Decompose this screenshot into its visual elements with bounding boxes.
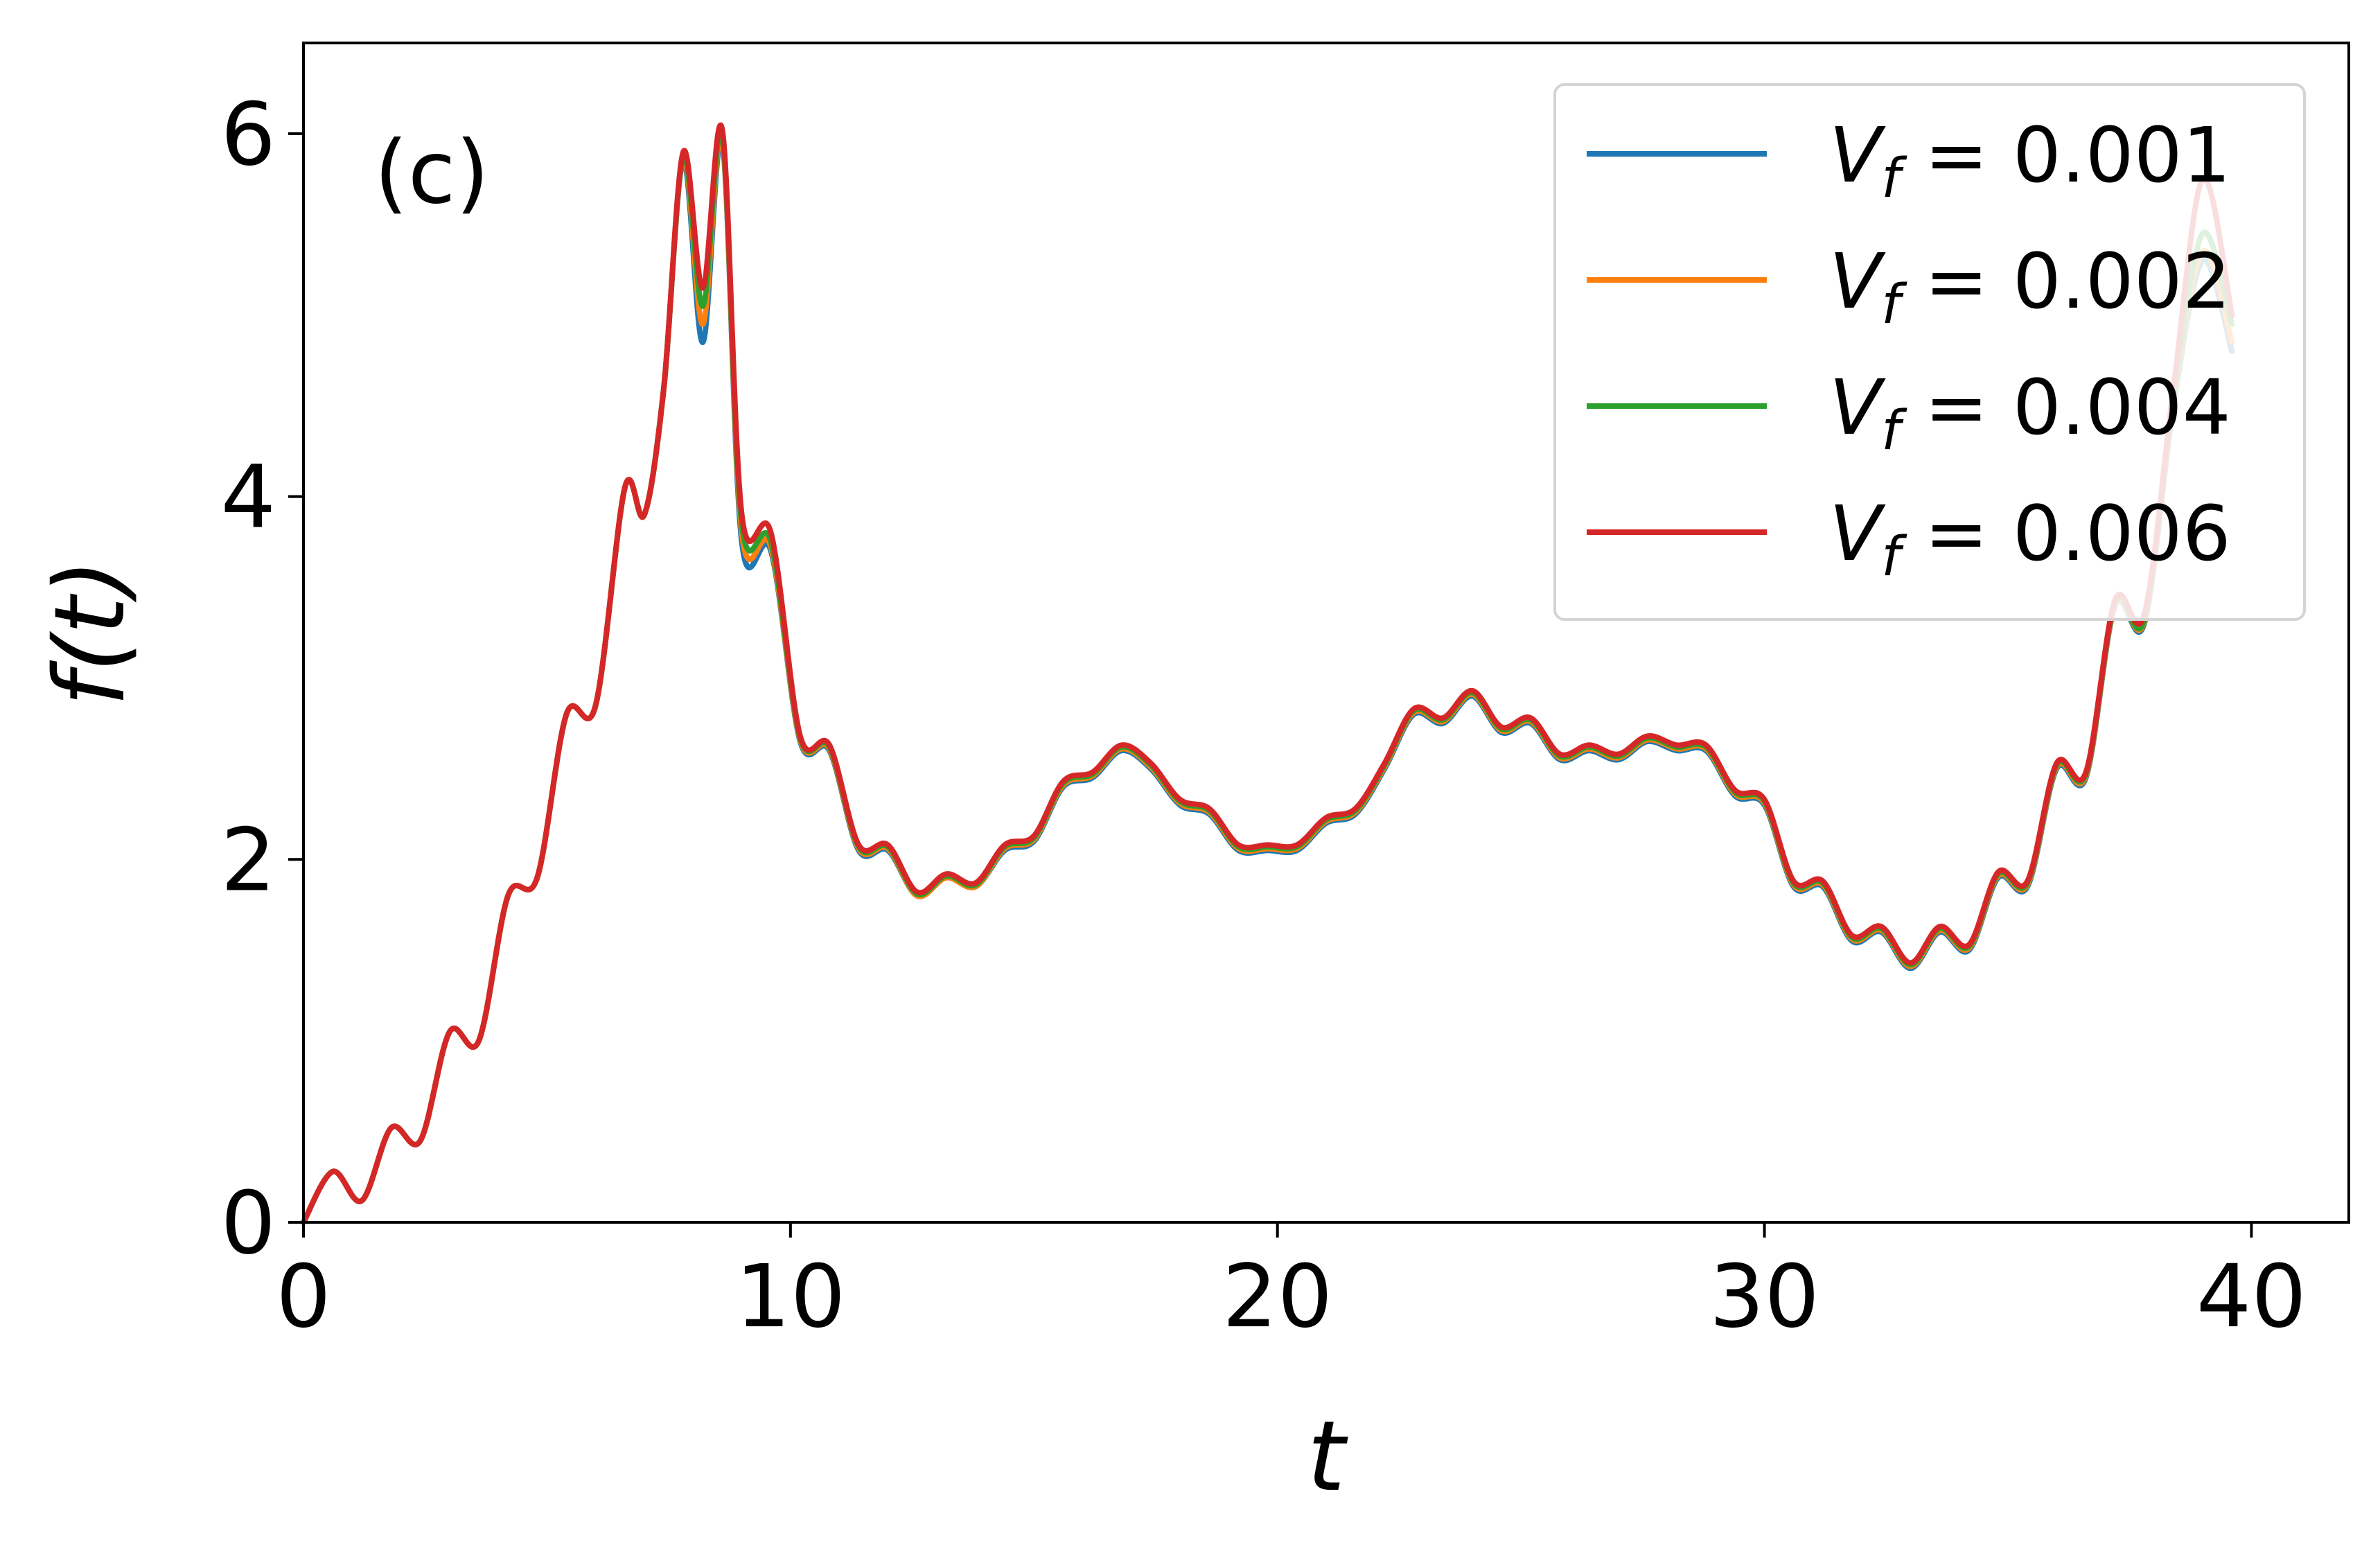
legend-entry-3: Vf = 0.004 xyxy=(1829,363,2231,462)
x-tick-label: 40 xyxy=(2196,1247,2307,1347)
y-tick-label: 0 xyxy=(220,1173,276,1274)
series-layer xyxy=(301,122,2235,1225)
plot-frame xyxy=(302,42,2350,1224)
x-axis-label: t xyxy=(1307,1400,1349,1513)
panel-label: (c) xyxy=(374,123,489,223)
legend-entry-2: Vf = 0.002 xyxy=(1829,237,2231,336)
y-axis-label: f(t) xyxy=(34,558,147,706)
legend-entry-1: Vf = 0.001 xyxy=(1829,111,2231,210)
x-tick-label: 30 xyxy=(1709,1247,1819,1347)
x-tick-label: 0 xyxy=(276,1247,331,1347)
x-tick-label: 10 xyxy=(735,1247,845,1347)
y-tick-label: 2 xyxy=(220,810,276,911)
ticks-layer: 0 10 20 30 40 0 2 4 6 xyxy=(220,85,2306,1347)
y-tick-label: 4 xyxy=(220,448,276,548)
legend-box xyxy=(1553,83,2306,621)
x-tick-label: 20 xyxy=(1222,1247,1332,1347)
series-line-4 xyxy=(301,122,2235,1225)
y-tick-label: 6 xyxy=(220,85,276,185)
